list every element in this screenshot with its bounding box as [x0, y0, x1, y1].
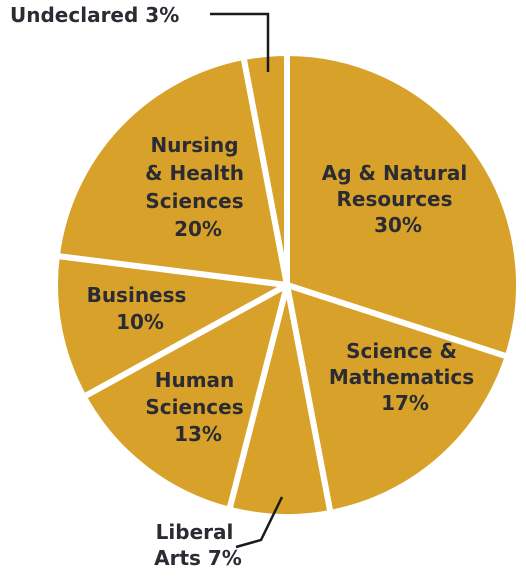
leader-undeclared — [210, 12, 270, 72]
slice-undeclared — [240, 50, 290, 288]
label-undeclared: Undeclared 3% — [10, 3, 179, 27]
label-human-sciences: Human Sciences 13% — [145, 368, 250, 446]
label-liberal-arts: Liberal Arts 7% — [154, 520, 242, 570]
label-nursing-health-sciences: Nursing & Health Sciences 20% — [145, 133, 251, 241]
slice-human-sciences — [80, 282, 290, 513]
label-science-mathematics: Science & Mathematics 17% — [329, 339, 481, 415]
label-business: Business 10% — [87, 283, 194, 334]
label-ag-natural-resources: Ag & Natural Resources 30% — [322, 161, 474, 237]
pie-slices — [52, 50, 522, 520]
slice-business — [52, 252, 290, 400]
slice-nursing-health-sciences — [53, 54, 290, 288]
slice-ag-natural-resources — [284, 50, 522, 360]
leader-lines — [210, 12, 284, 549]
slice-science-mathematics — [284, 282, 511, 516]
leader-liberal-arts — [235, 496, 284, 549]
